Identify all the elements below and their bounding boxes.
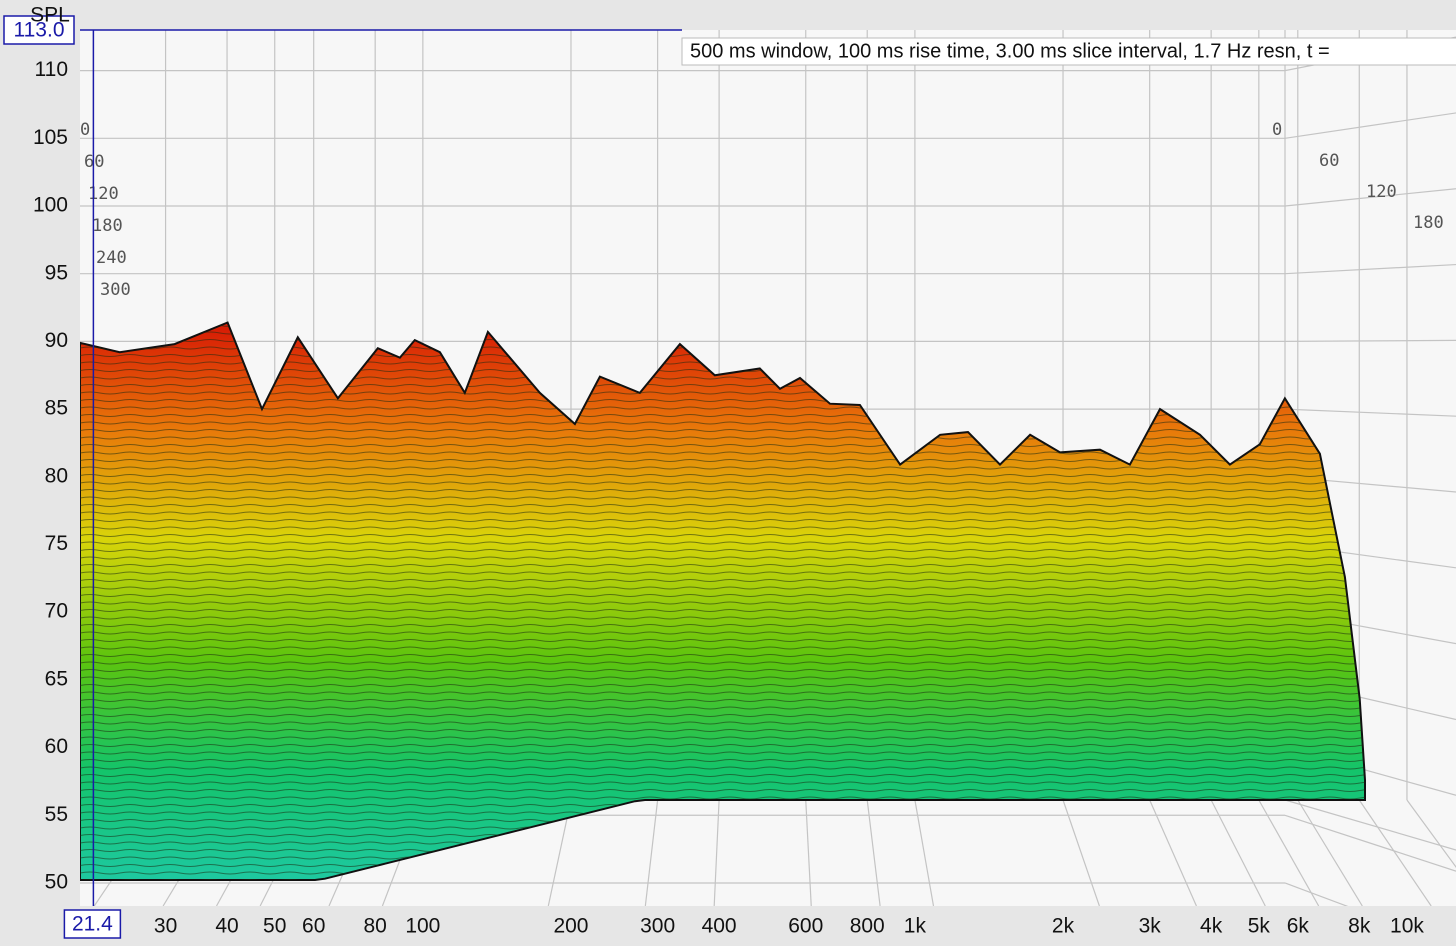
x-tick-label: 200 — [553, 915, 588, 938]
floor-line — [914, 799, 935, 906]
floor-line — [713, 799, 720, 906]
y-tick-label: 100 — [33, 194, 68, 217]
annotation: 500 ms window, 100 ms rise time, 3.00 ms… — [690, 40, 1330, 62]
x-tick-label: 600 — [788, 915, 823, 938]
x-tick-label: 50 — [263, 915, 286, 938]
floor-edge — [1284, 799, 1456, 851]
grid-line-perspective — [1284, 339, 1456, 343]
time-tick-label: 300 — [100, 280, 131, 300]
y-tick-label: 55 — [45, 803, 68, 826]
x-tick-label: 30 — [154, 915, 177, 938]
x-tick-label: 2k — [1052, 915, 1075, 938]
time-tick-label: 120 — [1366, 182, 1397, 202]
grid-line-perspective — [1284, 263, 1456, 275]
floor-line — [1258, 799, 1320, 906]
x-tick-label: 4k — [1200, 915, 1223, 938]
grid-line-perspective — [1284, 882, 1349, 906]
x-tick-label: 6k — [1287, 915, 1310, 938]
y-tick-label: 95 — [45, 261, 68, 284]
x-tick-label: 1k — [904, 915, 927, 938]
time-tick-label: 60 — [84, 152, 104, 172]
floor-line — [1406, 799, 1456, 868]
y-tick-label: 60 — [45, 735, 68, 758]
floor-line — [805, 799, 812, 906]
grid-line-perspective — [1284, 112, 1456, 139]
x-tick-label: 300 — [640, 915, 675, 938]
y-tick-label: 80 — [45, 464, 68, 487]
x-tick-label: 40 — [215, 915, 238, 938]
floor-line — [1210, 799, 1266, 906]
y-tick-label: 85 — [45, 397, 68, 420]
y-tick-label: 70 — [45, 600, 68, 623]
cursor-y-label: 113.0 — [14, 19, 65, 42]
floor-line — [1297, 799, 1363, 906]
annotation-box — [681, 37, 1456, 66]
y-tick-label: 50 — [45, 871, 68, 894]
floor-line — [644, 799, 659, 906]
time-tick-label: 120 — [88, 184, 119, 204]
time-tick-label: 0 — [1272, 120, 1282, 140]
y-tick-label: 105 — [33, 126, 68, 149]
time-tick-label: 0 — [80, 120, 90, 140]
floor-line — [866, 799, 881, 906]
time-tick-label: 180 — [92, 216, 123, 236]
grid-line-perspective — [1284, 188, 1456, 207]
x-tick-label: 5k — [1248, 915, 1271, 938]
floor-line — [1062, 799, 1100, 906]
time-tick-label: 180 — [1413, 213, 1444, 233]
x-tick-label: 100 — [405, 915, 440, 938]
cursor-x-label: 21.4 — [72, 913, 113, 936]
y-tick-label: 75 — [45, 532, 68, 555]
y-tick-label: 110 — [35, 58, 68, 81]
floor-line — [1149, 799, 1197, 906]
x-tick-label: 400 — [702, 915, 737, 938]
contour-lines — [80, 322, 1365, 880]
surface — [80, 321, 1366, 881]
cursor-y-box — [3, 15, 75, 45]
y-axis-title: SPL — [30, 4, 70, 27]
time-tick-label: 240 — [96, 248, 127, 268]
y-tick-label: 65 — [45, 667, 68, 690]
x-tick-label: 80 — [363, 915, 386, 938]
axes: 50 55 60 65 70 75 80 85 90 95 100 105 110 30 40 50 60 80 1… — [3, 15, 1444, 939]
grid-line-perspective — [1284, 814, 1456, 872]
y-tick-label: 90 — [45, 329, 68, 352]
cursor-x-box — [63, 909, 122, 939]
time-tick-label: 60 — [1319, 151, 1339, 171]
x-tick-label: 800 — [850, 915, 885, 938]
grid-line-perspective — [1284, 408, 1456, 417]
floor-line — [1358, 799, 1432, 906]
x-tick-label: 10k — [1390, 915, 1424, 938]
x-tick-label: 3k — [1139, 915, 1162, 938]
x-tick-label: 60 — [302, 915, 325, 938]
x-tick-label: 8k — [1348, 915, 1371, 938]
